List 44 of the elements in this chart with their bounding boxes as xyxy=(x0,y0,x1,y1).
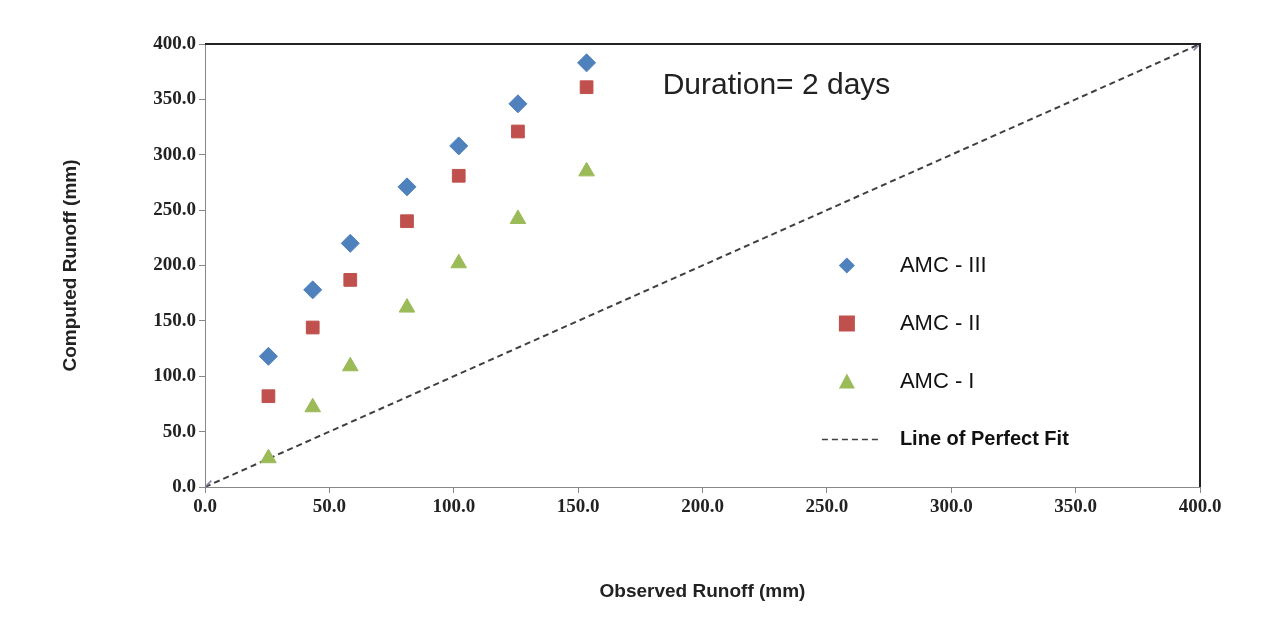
y-tick-label: 0.0 xyxy=(172,474,196,496)
point xyxy=(450,253,468,269)
point xyxy=(303,280,323,300)
y-tick-label: 200.0 xyxy=(153,253,196,275)
legend-label: AMC - III xyxy=(899,251,987,277)
point xyxy=(449,136,469,156)
point xyxy=(343,273,358,287)
x-tick-label: 0.0 xyxy=(193,495,217,517)
point xyxy=(577,53,597,73)
point xyxy=(260,448,277,464)
y-tick-label: 150.0 xyxy=(153,308,196,330)
y-tick-label: 50.0 xyxy=(162,419,196,441)
point xyxy=(400,214,414,229)
point xyxy=(508,94,528,114)
legend-label: AMC - I xyxy=(899,367,975,393)
point xyxy=(451,168,466,183)
y-tick-label: 400.0 xyxy=(153,31,196,53)
x-tick-label: 200.0 xyxy=(681,495,724,517)
x-tick-label: 150.0 xyxy=(556,495,600,517)
point xyxy=(511,124,525,139)
point xyxy=(397,177,417,197)
annotation: Duration= 2 days xyxy=(662,67,891,101)
point xyxy=(305,320,320,335)
y-tick-label: 250.0 xyxy=(153,198,196,220)
x-tick-label: 250.0 xyxy=(805,495,849,517)
y-axis-title: Computed Runoff (mm) xyxy=(58,159,80,372)
point xyxy=(341,356,359,372)
point xyxy=(261,389,276,404)
point xyxy=(340,233,360,253)
x-axis-title: Observed Runoff (mm) xyxy=(599,579,806,601)
x-tick-label: 350.0 xyxy=(1054,495,1097,517)
point xyxy=(304,397,321,413)
x-tick-label: 100.0 xyxy=(432,495,476,517)
x-tick-label: 400.0 xyxy=(1178,495,1222,517)
point xyxy=(258,346,278,366)
legend-label: AMC - II xyxy=(899,309,981,335)
point xyxy=(579,80,594,95)
legend-label: Line of Perfect Fit xyxy=(899,427,1070,450)
y-tick-label: 300.0 xyxy=(153,142,196,164)
x-tick-label: 300.0 xyxy=(929,495,973,517)
point xyxy=(398,298,416,313)
y-tick-label: 100.0 xyxy=(153,364,196,386)
x-tick-label: 50.0 xyxy=(312,495,346,517)
y-tick-label: 350.0 xyxy=(153,87,196,109)
